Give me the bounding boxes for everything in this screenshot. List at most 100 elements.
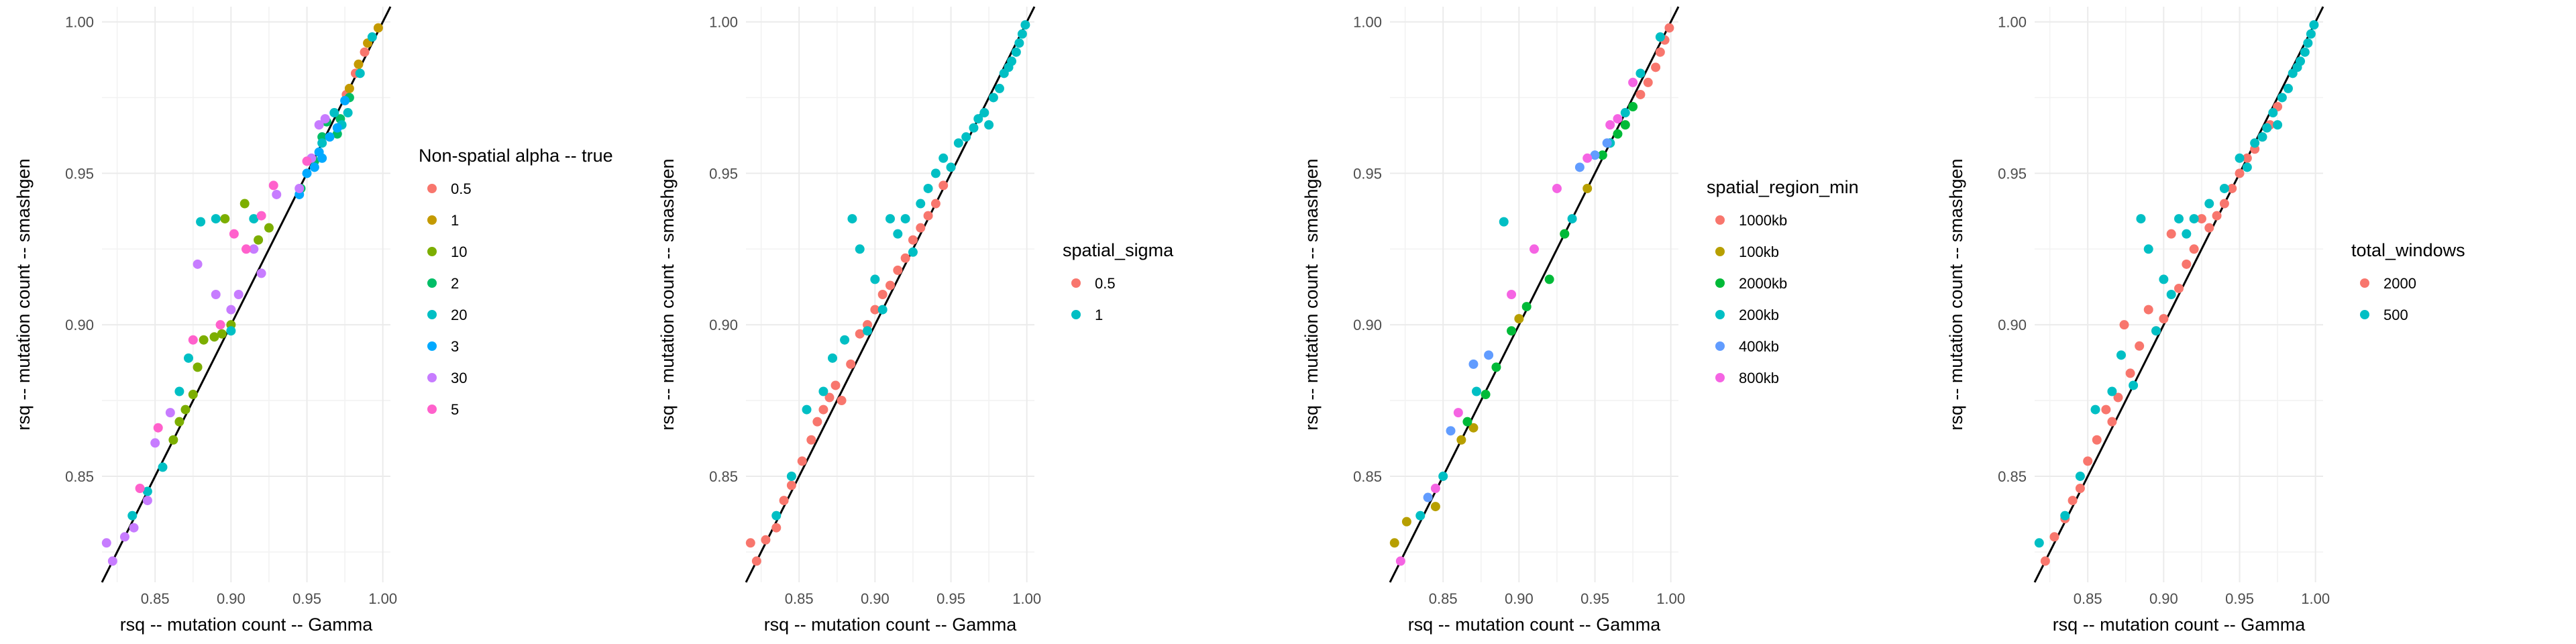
data-point bbox=[1651, 62, 1661, 72]
legend-key bbox=[1715, 341, 1725, 351]
data-point bbox=[2113, 392, 2123, 402]
data-point bbox=[199, 335, 209, 345]
data-point bbox=[1481, 390, 1491, 400]
data-point bbox=[2303, 38, 2313, 48]
data-point bbox=[196, 217, 206, 227]
data-point bbox=[1430, 484, 1440, 494]
legend-key bbox=[427, 341, 437, 351]
data-point bbox=[354, 59, 364, 69]
data-point bbox=[1590, 150, 1600, 160]
legend-key bbox=[1071, 278, 1081, 288]
x-tick-label: 0.95 bbox=[1580, 590, 1609, 607]
data-point bbox=[249, 244, 259, 254]
data-point bbox=[215, 320, 225, 330]
panel-1: 0.85 0.90 0.95 1.00 0.85 0.90 0.95 1.00 rsq -- … bbox=[13, 6, 613, 635]
data-point bbox=[802, 405, 812, 415]
data-point bbox=[233, 290, 244, 299]
data-point bbox=[969, 123, 979, 133]
data-point bbox=[916, 223, 926, 233]
data-point bbox=[973, 114, 983, 124]
x-tick-label: 1.00 bbox=[2301, 590, 2330, 607]
data-point bbox=[1605, 120, 1615, 130]
data-point bbox=[344, 83, 354, 93]
panel-1-y-axis-label: rsq -- mutation count -- smashgen bbox=[13, 158, 34, 430]
data-point bbox=[2189, 244, 2199, 254]
data-point bbox=[168, 435, 178, 445]
data-point bbox=[158, 462, 168, 472]
data-point bbox=[2242, 162, 2252, 172]
data-point bbox=[2136, 214, 2146, 224]
data-point bbox=[2182, 259, 2192, 269]
data-point bbox=[2235, 168, 2245, 178]
panel-4-legend-title: total_windows bbox=[2351, 240, 2465, 260]
data-point bbox=[830, 380, 841, 390]
data-point bbox=[1472, 386, 1481, 396]
legend-label: 400kb bbox=[1739, 338, 1779, 355]
data-point bbox=[1613, 114, 1623, 124]
y-tick-label: 0.85 bbox=[1353, 468, 1382, 485]
data-point bbox=[2075, 484, 2085, 494]
panel-3-legend-title: spatial_region_min bbox=[1707, 177, 1859, 197]
legend-key bbox=[1715, 310, 1725, 319]
data-point bbox=[2189, 214, 2199, 224]
data-point bbox=[2300, 47, 2310, 57]
data-point bbox=[1007, 56, 1017, 66]
data-point bbox=[1567, 214, 1577, 224]
data-point bbox=[1462, 417, 1472, 427]
data-point bbox=[1423, 492, 1433, 502]
x-tick-label: 1.00 bbox=[1012, 590, 1041, 607]
data-point bbox=[211, 214, 221, 224]
y-tick-label: 1.00 bbox=[1998, 14, 2027, 31]
data-point bbox=[211, 290, 221, 299]
data-point bbox=[2174, 283, 2184, 293]
y-tick-label: 0.90 bbox=[65, 317, 94, 333]
x-tick-label: 0.85 bbox=[141, 590, 170, 607]
data-point bbox=[314, 120, 324, 130]
data-point bbox=[797, 456, 807, 466]
legend-key bbox=[2360, 278, 2369, 288]
y-tick-label: 0.90 bbox=[709, 317, 738, 333]
data-point bbox=[1484, 350, 1494, 360]
y-tick-label: 0.90 bbox=[1998, 317, 2027, 333]
y-tick-label: 1.00 bbox=[1353, 14, 1382, 31]
data-point bbox=[818, 386, 828, 396]
data-point bbox=[1491, 362, 1501, 372]
legend-label: 5 bbox=[451, 401, 459, 418]
data-point bbox=[923, 183, 933, 193]
data-point bbox=[101, 538, 111, 548]
data-point bbox=[1628, 77, 1638, 87]
legend-label: 1 bbox=[451, 212, 459, 229]
data-point bbox=[142, 496, 152, 506]
data-point bbox=[786, 471, 796, 481]
panel-4: 0.85 0.90 0.95 1.00 0.85 0.90 0.95 1.00 rsq -- … bbox=[1946, 6, 2465, 635]
data-point bbox=[2135, 341, 2145, 351]
y-tick-label: 0.85 bbox=[709, 468, 738, 485]
data-point bbox=[855, 329, 865, 339]
data-point bbox=[1507, 326, 1517, 336]
data-point bbox=[254, 235, 264, 245]
data-point bbox=[355, 68, 365, 78]
legend-label: 100kb bbox=[1739, 244, 1779, 260]
y-tick-label: 0.85 bbox=[1998, 468, 2027, 485]
data-point bbox=[1468, 359, 1479, 369]
data-point bbox=[2212, 211, 2222, 221]
panel-3-legend: 1000kb 100kb 2000kb 200kb 400kb 800kb bbox=[1715, 212, 1787, 386]
data-point bbox=[1560, 229, 1570, 239]
panel-1-points bbox=[101, 23, 383, 566]
data-point bbox=[2116, 350, 2126, 360]
data-point bbox=[1597, 150, 1607, 160]
data-point bbox=[771, 511, 782, 521]
data-point bbox=[150, 438, 160, 448]
data-point bbox=[2283, 83, 2293, 93]
data-point bbox=[1655, 32, 1665, 42]
data-point bbox=[930, 199, 941, 209]
data-point bbox=[2309, 20, 2319, 30]
data-point bbox=[325, 132, 335, 142]
data-point bbox=[1456, 435, 1466, 445]
data-point bbox=[916, 199, 926, 209]
data-point bbox=[1643, 77, 1653, 87]
data-point bbox=[2262, 123, 2272, 133]
panel-3-x-axis-label: rsq -- mutation count -- Gamma bbox=[1408, 614, 1662, 635]
data-point bbox=[946, 162, 956, 172]
data-point bbox=[1020, 20, 1030, 30]
